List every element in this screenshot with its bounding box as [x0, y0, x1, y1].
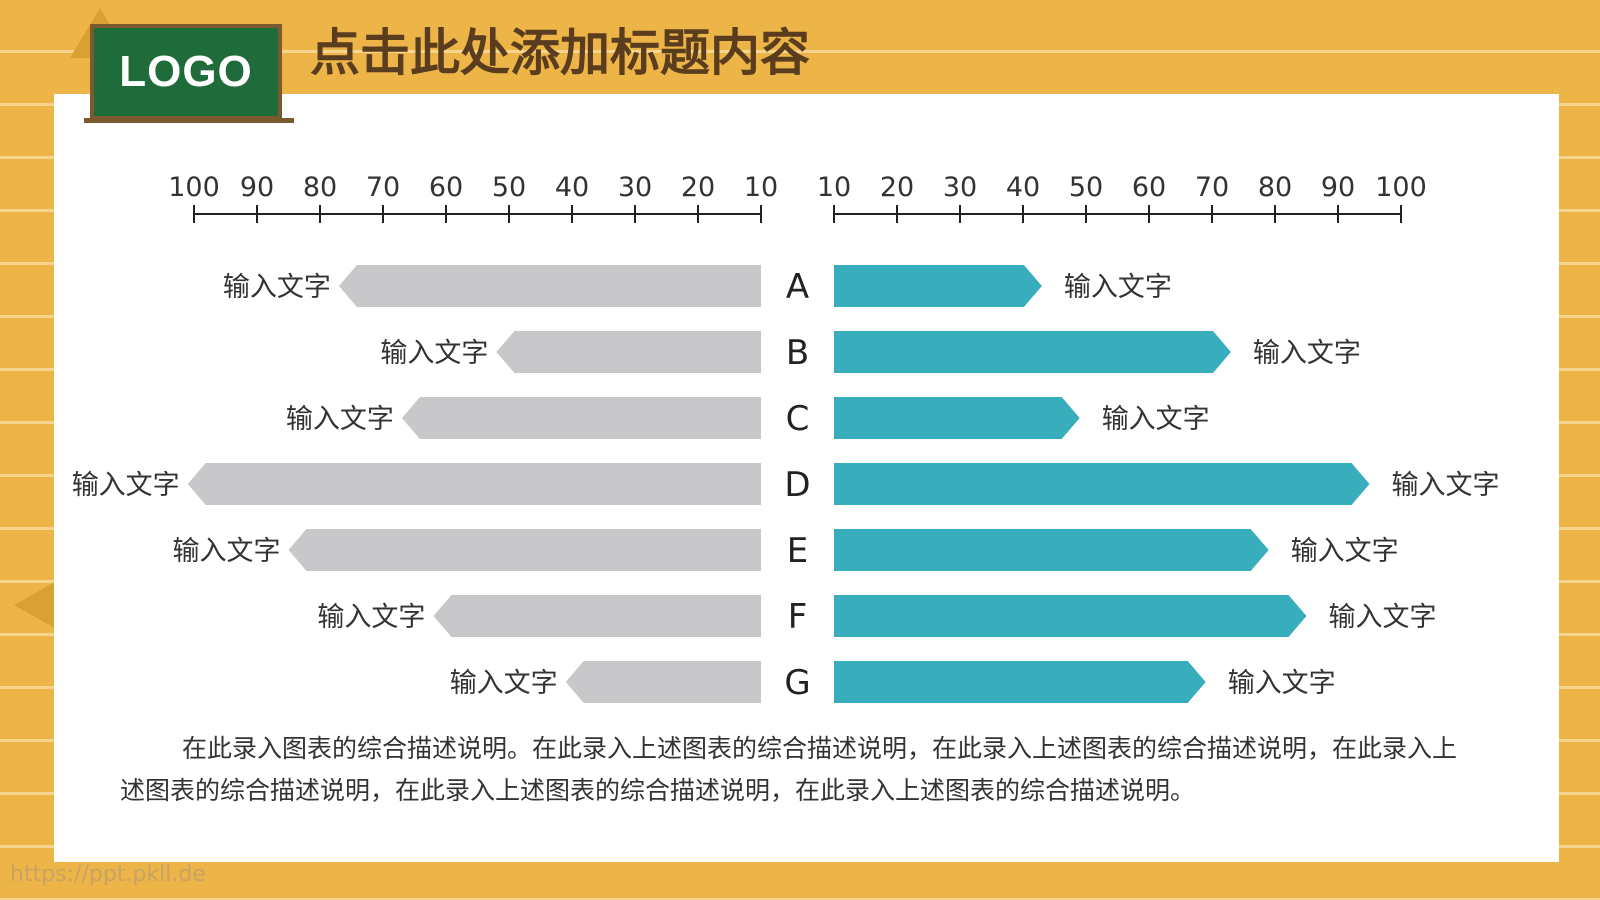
logo-ledge	[84, 118, 294, 123]
tick-label-left: 40	[555, 172, 589, 203]
bar-label-right-E: 输入文字	[1291, 536, 1399, 567]
tick-label-right: 90	[1321, 172, 1355, 203]
category-label-A: A	[786, 267, 809, 307]
tick-label-left: 60	[429, 172, 463, 203]
bar-left-E	[288, 529, 761, 571]
tick-label-left: 100	[168, 172, 220, 203]
bar-label-left-B: 输入文字	[380, 338, 488, 369]
bar-label-right-G: 输入文字	[1228, 668, 1336, 699]
tick-label-left: 80	[303, 172, 337, 203]
page-title: 点击此处添加标题内容	[310, 24, 810, 82]
tick-label-right: 50	[1069, 172, 1103, 203]
tick-label-left: 30	[618, 172, 652, 203]
category-label-B: B	[786, 333, 809, 373]
bar-right-C	[834, 397, 1080, 439]
bar-right-G	[834, 661, 1206, 703]
tick-label-right: 60	[1132, 172, 1166, 203]
category-label-D: D	[784, 465, 810, 505]
bar-label-left-A: 输入文字	[223, 272, 331, 303]
tick-label-right: 20	[880, 172, 914, 203]
tick-label-right: 30	[943, 172, 977, 203]
bar-label-left-F: 输入文字	[317, 602, 425, 633]
bar-left-C	[401, 397, 761, 439]
tick-label-left: 90	[240, 172, 274, 203]
bar-label-right-F: 输入文字	[1329, 602, 1437, 633]
tick-label-right: 70	[1195, 172, 1229, 203]
bar-label-left-D: 输入文字	[72, 470, 180, 501]
logo-text: LOGO	[119, 47, 253, 96]
bar-right-F	[834, 595, 1307, 637]
bar-right-E	[834, 529, 1269, 571]
bar-label-left-E: 输入文字	[173, 536, 281, 567]
tick-label-left: 70	[366, 172, 400, 203]
tick-label-left: 10	[744, 172, 778, 203]
category-label-C: C	[786, 399, 810, 439]
tick-label-right: 100	[1375, 172, 1427, 203]
category-label-F: F	[788, 597, 808, 637]
tick-label-left: 50	[492, 172, 526, 203]
bar-label-left-C: 输入文字	[286, 404, 394, 435]
bar-label-left-G: 输入文字	[450, 668, 558, 699]
tick-label-left: 20	[681, 172, 715, 203]
category-label-E: E	[787, 531, 808, 571]
bar-right-D	[834, 463, 1370, 505]
watermark-url: https://ppt.pkll.de	[10, 862, 206, 887]
tick-label-right: 40	[1006, 172, 1040, 203]
bar-label-right-B: 输入文字	[1253, 338, 1361, 369]
bar-left-G	[565, 661, 761, 703]
bar-left-A	[338, 265, 761, 307]
bar-left-F	[433, 595, 761, 637]
chart-description: 在此录入图表的综合描述说明。在此录入上述图表的综合描述说明，在此录入上述图表的综…	[120, 734, 1458, 805]
tick-label-right: 10	[817, 172, 851, 203]
tick-label-right: 80	[1258, 172, 1292, 203]
bar-label-right-D: 输入文字	[1392, 470, 1500, 501]
bar-label-right-C: 输入文字	[1102, 404, 1210, 435]
bar-label-right-A: 输入文字	[1064, 272, 1172, 303]
bar-left-B	[496, 331, 761, 373]
category-label-G: G	[784, 663, 810, 703]
decor-triangle-left	[14, 580, 58, 630]
bar-right-A	[834, 265, 1042, 307]
bar-right-B	[834, 331, 1231, 373]
bar-left-D	[187, 463, 761, 505]
